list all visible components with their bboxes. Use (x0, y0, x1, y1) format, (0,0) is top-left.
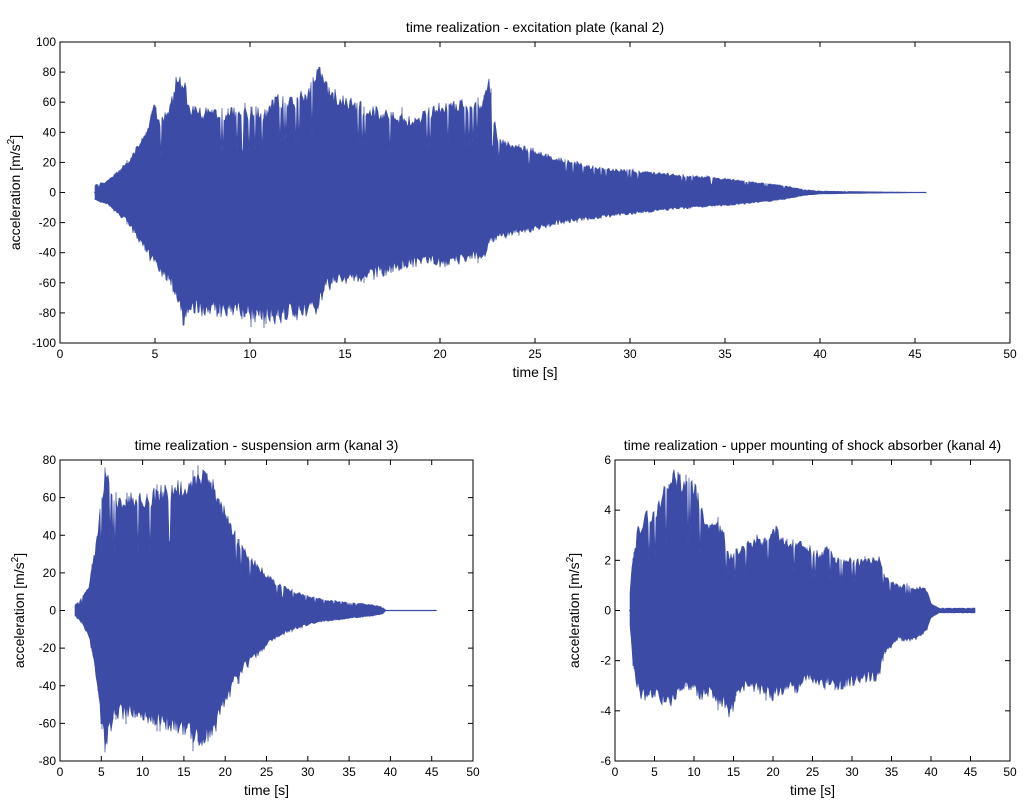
x-ticks: 0 5 10 15 20 25 30 35 40 45 50 (612, 460, 1017, 779)
chart-title: time realization - upper mounting of sho… (624, 437, 1001, 453)
x-tick-label: 5 (651, 765, 658, 779)
y-tick-label: -20 (39, 216, 57, 230)
y-tick-label: 40 (43, 125, 57, 139)
y-tick-label: -2 (600, 654, 611, 668)
y-tick-label: 6 (604, 453, 611, 467)
x-tick-label: 25 (806, 765, 820, 779)
y-tick-label: -60 (39, 276, 57, 290)
y-tick-label: -100 (32, 336, 56, 350)
x-tick-label: 50 (466, 765, 480, 779)
y-tick-label: 2 (604, 553, 611, 567)
x-ticks: 0 5 10 15 20 25 30 35 40 45 50 (57, 42, 1017, 361)
y-tick-label: 0 (49, 186, 56, 200)
x-axis-label: time [s] (244, 782, 289, 798)
y-tick-label: 20 (43, 155, 57, 169)
y-ticks: 100 80 60 40 20 0 -20 -40 -60 -80 -100 (32, 35, 1010, 350)
x-tick-label: 35 (342, 765, 356, 779)
panel-upper-mounting-shock-absorber: time realization - upper mounting of sho… (565, 437, 1017, 798)
x-tick-label: 40 (813, 347, 827, 361)
panel-excitation-plate: time realization - excitation plate (kan… (6, 19, 1017, 380)
x-tick-label: 20 (433, 347, 447, 361)
y-tick-label: -20 (39, 641, 57, 655)
y-tick-label: -6 (600, 754, 611, 768)
x-tick-label: 10 (687, 765, 701, 779)
x-tick-label: 25 (528, 347, 542, 361)
y-tick-label: -4 (600, 704, 611, 718)
y-axis-label: acceleration [m/s2] (6, 135, 23, 250)
x-tick-label: 10 (243, 347, 257, 361)
x-tick-label: 30 (623, 347, 637, 361)
x-tick-label: 40 (384, 765, 398, 779)
plot-area (94, 66, 927, 328)
x-tick-label: 20 (219, 765, 233, 779)
y-tick-label: 100 (36, 35, 56, 49)
y-axis-label: acceleration [m/s2] (565, 553, 582, 668)
x-tick-label: 20 (766, 765, 780, 779)
x-axis-label: time [s] (790, 782, 835, 798)
y-tick-label: 20 (43, 566, 57, 580)
x-tick-label: 0 (57, 765, 64, 779)
x-tick-label: 5 (98, 765, 105, 779)
x-ticks: 0 5 10 15 20 25 30 35 40 45 50 (57, 460, 480, 779)
signal-trace (629, 469, 976, 718)
y-tick-label: 40 (43, 528, 57, 542)
y-tick-label: 0 (604, 604, 611, 618)
x-tick-label: 30 (301, 765, 315, 779)
x-tick-label: 0 (612, 765, 619, 779)
x-tick-label: 40 (924, 765, 938, 779)
y-tick-label: 60 (43, 491, 57, 505)
y-tick-label: 80 (43, 65, 57, 79)
y-tick-label: -40 (39, 679, 57, 693)
x-tick-label: 0 (57, 347, 64, 361)
y-tick-label: 0 (49, 604, 56, 618)
panel-suspension-arm: time realization - suspension arm (kanal… (10, 437, 480, 798)
x-tick-label: 15 (177, 765, 191, 779)
x-tick-label: 35 (885, 765, 899, 779)
y-ticks: 80 60 40 20 0 -20 -40 -60 -80 (39, 453, 473, 768)
x-tick-label: 25 (260, 765, 274, 779)
plot-area (74, 465, 437, 753)
x-tick-label: 45 (425, 765, 439, 779)
y-tick-label: -80 (39, 306, 57, 320)
y-tick-label: 60 (43, 95, 57, 109)
x-tick-label: 50 (1003, 347, 1017, 361)
y-tick-label: 80 (43, 453, 57, 467)
y-tick-label: -40 (39, 246, 57, 260)
x-tick-label: 15 (727, 765, 741, 779)
x-tick-label: 15 (338, 347, 352, 361)
x-tick-label: 50 (1003, 765, 1017, 779)
y-tick-label: -80 (39, 754, 57, 768)
x-tick-label: 45 (908, 347, 922, 361)
plot-area (629, 469, 976, 718)
x-tick-label: 45 (964, 765, 978, 779)
chart-title: time realization - suspension arm (kanal… (135, 437, 399, 453)
x-tick-label: 5 (152, 347, 159, 361)
x-axis-label: time [s] (512, 364, 557, 380)
y-tick-label: -60 (39, 716, 57, 730)
x-tick-label: 35 (718, 347, 732, 361)
x-tick-label: 10 (136, 765, 150, 779)
y-ticks: 6 4 2 0 -2 -4 -6 (600, 453, 1010, 768)
y-tick-label: 4 (604, 503, 611, 517)
x-tick-label: 30 (845, 765, 859, 779)
chart-title: time realization - excitation plate (kan… (406, 19, 664, 35)
y-axis-label: acceleration [m/s2] (10, 553, 27, 668)
